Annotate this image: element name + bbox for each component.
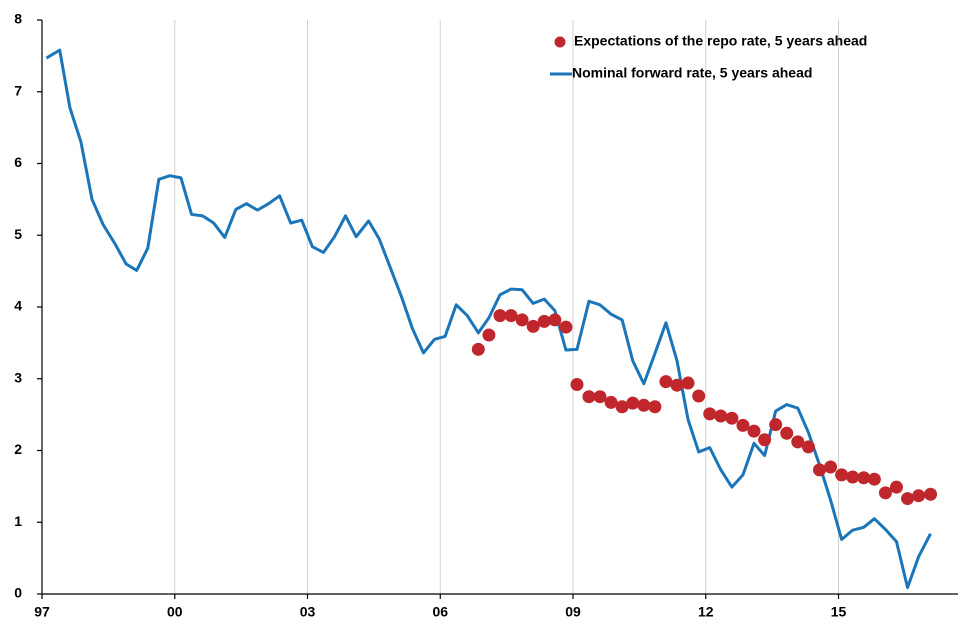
expectation-dot bbox=[801, 440, 815, 454]
legend-swatch bbox=[554, 36, 566, 48]
x-tick-label: 00 bbox=[167, 604, 183, 620]
expectation-dot bbox=[812, 463, 826, 477]
expectation-dot bbox=[912, 489, 926, 503]
y-tick-label: 5 bbox=[14, 226, 22, 242]
y-tick-label: 7 bbox=[14, 82, 22, 98]
expectation-dot bbox=[493, 309, 507, 323]
expectation-dot bbox=[482, 328, 496, 342]
expectation-dot bbox=[736, 418, 750, 432]
y-tick-label: 0 bbox=[14, 585, 22, 601]
x-tick-label: 12 bbox=[698, 604, 714, 620]
expectation-dot bbox=[824, 460, 838, 474]
expectation-dot bbox=[526, 319, 540, 333]
expectation-dot bbox=[835, 468, 849, 482]
expectation-dot bbox=[692, 389, 706, 403]
x-tick-label: 15 bbox=[831, 604, 847, 620]
y-tick-label: 4 bbox=[14, 298, 22, 314]
expectation-dot bbox=[780, 426, 794, 440]
expectation-dot bbox=[791, 435, 805, 449]
expectation-dot bbox=[867, 472, 881, 486]
expectation-dot bbox=[857, 471, 871, 485]
expectation-dot bbox=[504, 309, 518, 323]
expectation-dot bbox=[703, 407, 717, 421]
expectation-dot bbox=[725, 411, 739, 425]
y-tick-label: 6 bbox=[14, 154, 22, 170]
expectation-dot bbox=[582, 390, 596, 404]
x-tick-label: 03 bbox=[300, 604, 316, 620]
expectation-dot bbox=[637, 398, 651, 412]
expectation-dot bbox=[901, 492, 915, 506]
expectation-dot bbox=[670, 378, 684, 392]
expectation-dot bbox=[769, 418, 783, 432]
y-tick-label: 1 bbox=[14, 513, 22, 529]
y-tick-label: 2 bbox=[14, 441, 22, 457]
expectation-dot bbox=[681, 376, 695, 390]
expectation-dot bbox=[659, 375, 673, 389]
x-tick-label: 97 bbox=[34, 604, 50, 620]
expectation-dot bbox=[471, 342, 485, 356]
expectation-dot bbox=[593, 390, 607, 404]
expectation-dot bbox=[924, 487, 938, 501]
y-tick-label: 3 bbox=[14, 369, 22, 385]
expectation-dot bbox=[615, 400, 629, 414]
y-tick-label: 8 bbox=[14, 11, 22, 27]
forward-rate-line bbox=[45, 48, 932, 590]
expectation-dot bbox=[714, 409, 728, 423]
expectation-dot bbox=[604, 395, 618, 409]
expectation-dot bbox=[626, 396, 640, 410]
expectation-dot bbox=[846, 470, 860, 484]
expectation-dot bbox=[548, 313, 562, 327]
expectation-dot bbox=[515, 313, 529, 327]
expectation-dot bbox=[758, 433, 772, 447]
expectation-dot bbox=[570, 377, 584, 391]
legend-label: Expectations of the repo rate, 5 years a… bbox=[574, 33, 867, 49]
expectation-dot bbox=[878, 486, 892, 500]
x-tick-label: 06 bbox=[432, 604, 448, 620]
expectation-dot bbox=[648, 400, 662, 414]
expectation-dot bbox=[537, 314, 551, 328]
x-tick-label: 09 bbox=[565, 604, 581, 620]
expectation-dot bbox=[747, 424, 761, 438]
expectation-dot bbox=[889, 480, 903, 494]
expectation-dot bbox=[559, 320, 573, 334]
legend-label: Nominal forward rate, 5 years ahead bbox=[572, 65, 812, 81]
